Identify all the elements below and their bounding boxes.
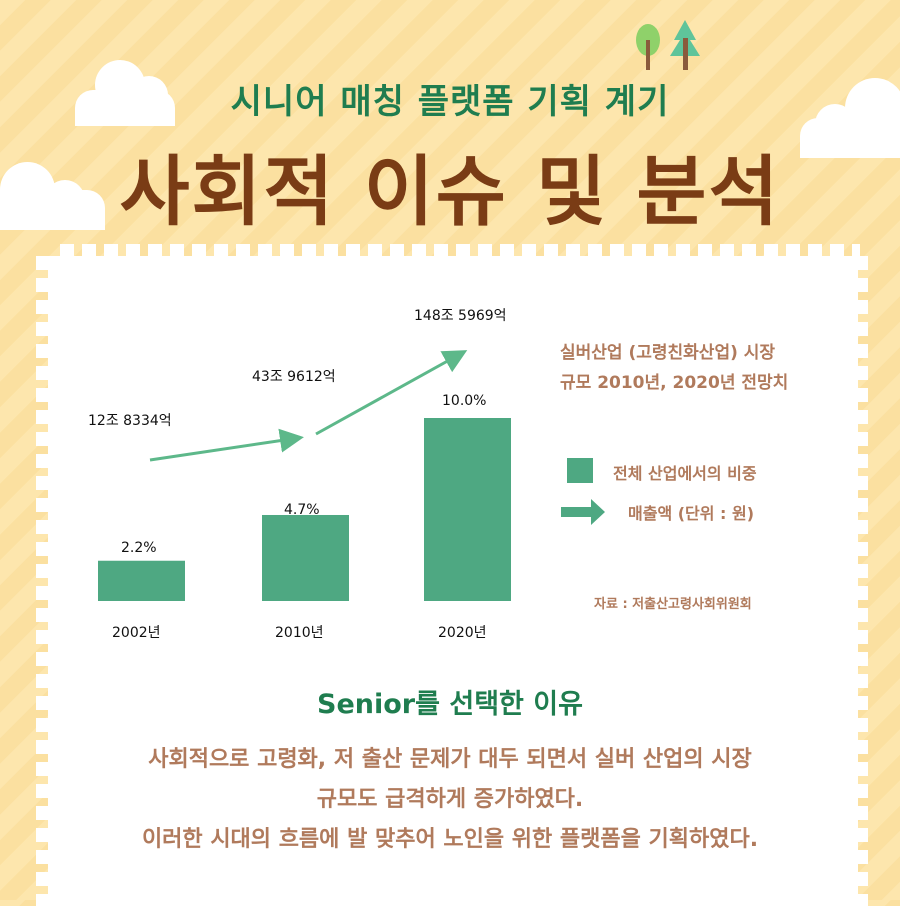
bar-2020년 (424, 418, 511, 601)
cloud-decoration (75, 60, 175, 126)
revenue-arrow-2 (315, 350, 468, 436)
body-line: 규모도 급격하게 증가하였다. (316, 787, 584, 812)
source-note: 자료 : 저출산고령사회위원회 (594, 597, 752, 612)
body-line: 사회적으로 고령화, 저 출산 문제가 대두 되면서 실버 산업의 시장 (148, 747, 752, 772)
trees-icon (636, 20, 700, 70)
legend-arrow-icon (561, 499, 605, 525)
bar-value-label: 10.0% (442, 393, 487, 409)
legend-arrow-label: 매출액 (단위 : 원) (628, 504, 755, 523)
body-line: 이러한 시대의 흐름에 발 맞추어 노인을 위한 플랫폼을 기획하였다. (141, 827, 759, 852)
x-tick-label: 2002년 (112, 625, 161, 641)
bar-value-label: 4.7% (284, 502, 320, 518)
bar-2010년 (262, 514, 349, 601)
bar-2002년 (98, 560, 185, 601)
revenue-label: 148조 5969억 (414, 308, 507, 324)
card-edge (856, 256, 868, 906)
card-edge (60, 244, 860, 258)
legend-bar-swatch (567, 458, 593, 483)
section-heading: Senior를 선택한 이유 (317, 689, 583, 720)
chart-title: 실버산업 (고령친화산업) 시장 규모 2010년, 2020년 전망치 (560, 338, 788, 398)
chart-title-line: 실버산업 (고령친화산업) 시장 (560, 343, 776, 363)
revenue-label: 43조 9612억 (252, 369, 336, 385)
bar-value-label: 2.2% (121, 540, 157, 556)
x-tick-label: 2020년 (438, 625, 487, 641)
revenue-label: 12조 8334억 (88, 413, 172, 429)
legend-bar-label: 전체 산업에서의 비중 (613, 464, 757, 483)
page-title: 사회적 이슈 및 분석 (119, 147, 781, 236)
cloud-decoration (0, 162, 105, 230)
chart-title-line: 규모 2010년, 2020년 전망치 (560, 373, 789, 393)
revenue-arrow-1 (149, 428, 304, 462)
page-subtitle: 시니어 매칭 플랫폼 기획 계기 (230, 82, 670, 122)
x-tick-label: 2010년 (275, 625, 324, 641)
section-body: 사회적으로 고령화, 저 출산 문제가 대두 되면서 실버 산업의 시장 규모도… (0, 740, 900, 860)
cloud-decoration (800, 78, 900, 158)
card-edge (36, 256, 50, 906)
